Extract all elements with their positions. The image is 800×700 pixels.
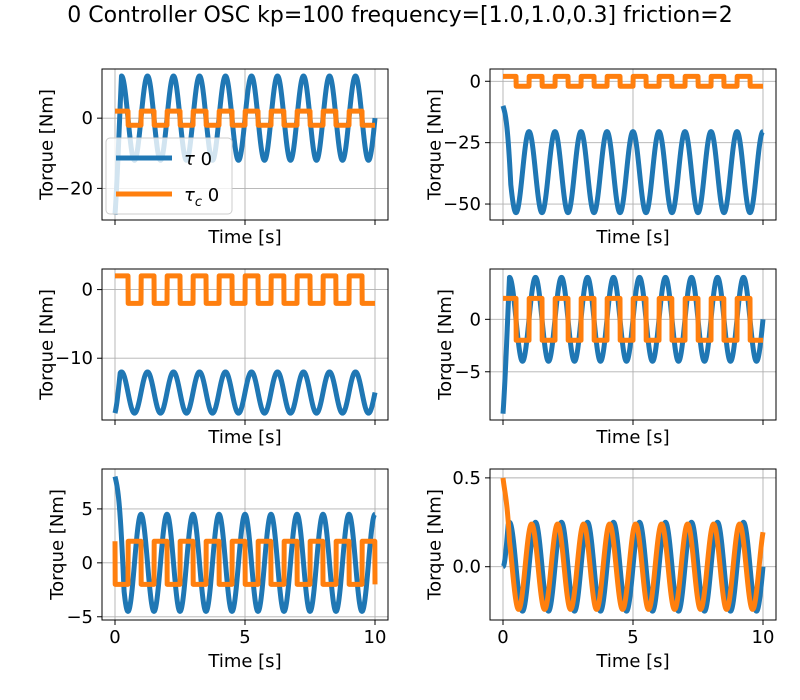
x-tick-label: 10 bbox=[752, 627, 775, 648]
y-axis-label: Torque [Nm] bbox=[37, 89, 58, 201]
series-line-tau bbox=[500, 103, 766, 216]
legend-entry: τ 0 bbox=[184, 149, 212, 170]
series-line-tau-c bbox=[112, 538, 378, 587]
y-tick-label: 0 bbox=[470, 71, 481, 92]
x-tick-label: 5 bbox=[627, 627, 638, 648]
series-line-tau-c bbox=[500, 295, 766, 343]
y-axis-label: Torque [Nm] bbox=[435, 289, 456, 401]
series-line-tau-c bbox=[112, 273, 378, 306]
y-tick-label: −50 bbox=[443, 194, 481, 215]
chart-panel-top-right: 0 −25 −50 Time [s] Torque [Nm] bbox=[425, 68, 777, 248]
y-axis-label: Torque [Nm] bbox=[37, 289, 58, 401]
x-axis-label: Time [s] bbox=[595, 427, 669, 448]
series-line-tau-c bbox=[500, 476, 766, 612]
y-tick-label: −20 bbox=[55, 178, 93, 199]
x-tick-label: 0 bbox=[497, 627, 508, 648]
series-line-tau bbox=[112, 474, 378, 614]
y-axis-label: Torque [Nm] bbox=[425, 489, 446, 601]
y-tick-label: −10 bbox=[55, 348, 93, 369]
y-tick-label: 5 bbox=[82, 499, 93, 520]
y-tick-label: 0 bbox=[82, 553, 93, 574]
y-tick-label: −5 bbox=[454, 362, 481, 383]
x-tick-label: 10 bbox=[364, 627, 387, 648]
x-axis-label: Time [s] bbox=[207, 427, 281, 448]
figure-title: 0 Controller OSC kp=100 frequency=[1.0,1… bbox=[67, 3, 732, 28]
x-axis-label: Time [s] bbox=[595, 651, 669, 672]
chart-panel-top-left: 0 −20 Time [s] Torque [Nm] τ 0 τc 0 bbox=[37, 68, 389, 248]
y-tick-label: 0.5 bbox=[452, 468, 481, 489]
y-tick-label: 0 bbox=[470, 309, 481, 330]
y-tick-label: −5 bbox=[66, 607, 93, 628]
x-axis-label: Time [s] bbox=[207, 651, 281, 672]
y-tick-label: 0 bbox=[82, 108, 93, 129]
x-axis-label: Time [s] bbox=[595, 227, 669, 248]
legend-entry: τc 0 bbox=[184, 185, 219, 210]
chart-panel-middle-left: 0 −10 Time [s] Torque [Nm] bbox=[37, 268, 389, 448]
x-tick-label: 0 bbox=[109, 627, 120, 648]
series-line-tau-c bbox=[112, 108, 378, 128]
x-axis-label: Time [s] bbox=[207, 227, 281, 248]
chart-panel-bottom-left: 0 5 10 5 0 −5 Time [s] Torque [Nm] bbox=[47, 468, 389, 672]
y-axis-label: Torque [Nm] bbox=[425, 89, 446, 201]
series-line-tau-c bbox=[500, 73, 766, 89]
y-tick-label: −25 bbox=[443, 133, 481, 154]
x-tick-label: 5 bbox=[239, 627, 250, 648]
y-axis-label: Torque [Nm] bbox=[47, 489, 68, 601]
y-tick-label: 0 bbox=[82, 280, 93, 301]
y-tick-label: 0.0 bbox=[452, 557, 481, 578]
chart-panel-middle-right: 0 −5 Time [s] Torque [Nm] bbox=[435, 268, 777, 448]
series-line-tau bbox=[112, 369, 378, 416]
chart-panel-bottom-right: 0 5 10 0.5 0.0 Time [s] Torque [Nm] bbox=[425, 468, 777, 672]
